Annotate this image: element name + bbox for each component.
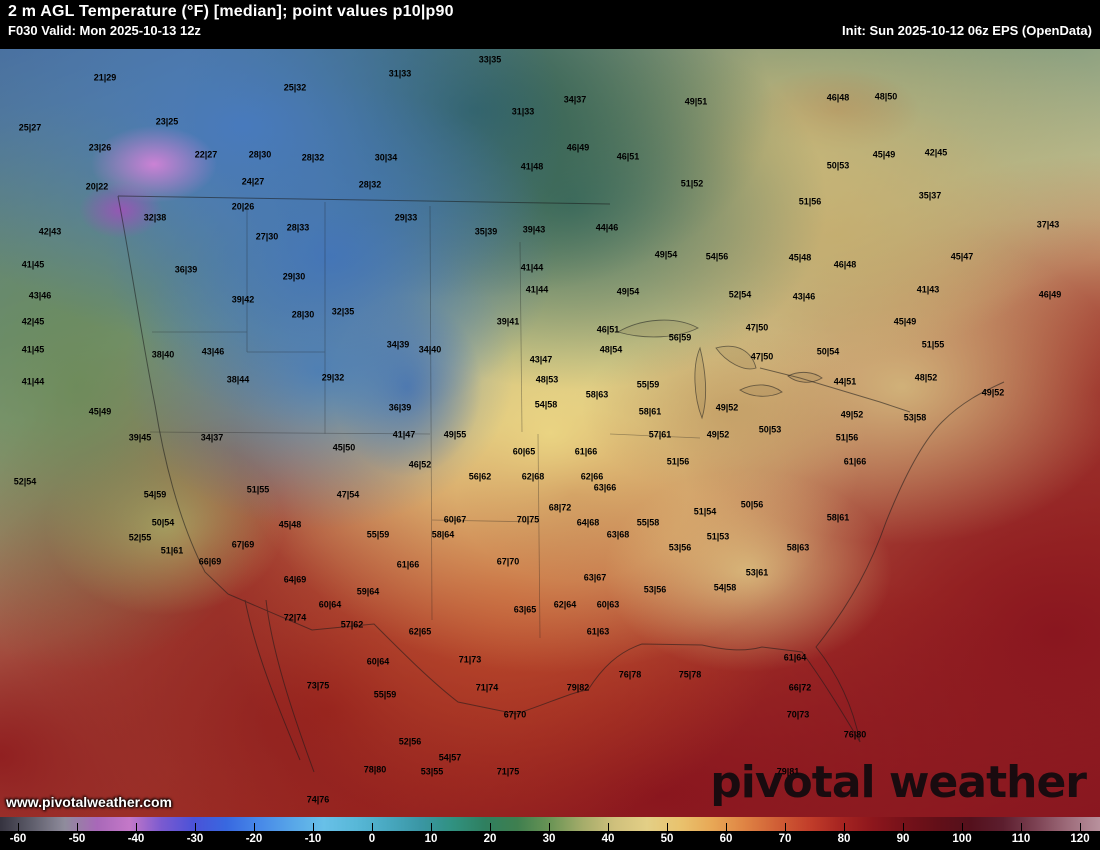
colorbar-labels: -60 -50 -40 -30 -20 -10 0 10 20 30 40 50 60 70 80 90 100… xyxy=(0,831,1100,850)
colorbar-tick-label: 100 xyxy=(952,833,971,845)
colorbar-tick-label: 120 xyxy=(1070,833,1089,845)
colorbar-tick xyxy=(195,823,196,831)
colorbar-tick xyxy=(372,823,373,831)
website-watermark: www.pivotalweather.com xyxy=(6,794,172,810)
colorbar-tick-label: 80 xyxy=(838,833,851,845)
header-bar: 2 m AGL Temperature (°F) [median]; point… xyxy=(0,0,1100,48)
colorbar-tick xyxy=(667,823,668,831)
colorbar-tick xyxy=(18,823,19,831)
colorbar-tick xyxy=(136,823,137,831)
colorbar-tick-label: 70 xyxy=(779,833,792,845)
colorbar-tick xyxy=(77,823,78,831)
colorbar-tick xyxy=(844,823,845,831)
colorbar-tick xyxy=(903,823,904,831)
colorbar-tick xyxy=(431,823,432,831)
colorbar-tick xyxy=(490,823,491,831)
pivotal-weather-logo: pivotal weather xyxy=(710,757,1086,808)
init-time-label: Init: Sun 2025-10-12 06z EPS (OpenData) xyxy=(842,23,1092,38)
colorbar-tick xyxy=(1080,823,1081,831)
colorbar-tick-label: 0 xyxy=(369,833,375,845)
colorbar-tick-label: 110 xyxy=(1012,833,1031,845)
temperature-colorbar: -60 -50 -40 -30 -20 -10 0 10 20 30 40 50 60 70 80 90 100… xyxy=(0,817,1100,850)
colorbar-tick xyxy=(726,823,727,831)
colorbar-gradient xyxy=(0,817,1100,831)
colorbar-tick-label: 60 xyxy=(720,833,733,845)
colorbar-tick xyxy=(962,823,963,831)
valid-time-label: F030 Valid: Mon 2025-10-13 12z xyxy=(8,23,201,38)
header-subbar: F030 Valid: Mon 2025-10-13 12z Init: Sun… xyxy=(0,21,1100,38)
colorbar-tick xyxy=(608,823,609,831)
colorbar-tick-label: -40 xyxy=(128,833,145,845)
colorbar-tick-label: -10 xyxy=(305,833,322,845)
temperature-map[interactable] xyxy=(0,48,1100,817)
colorbar-tick-label: 90 xyxy=(897,833,910,845)
colorbar-tick-label: 40 xyxy=(602,833,615,845)
weather-map-page: 2 m AGL Temperature (°F) [median]; point… xyxy=(0,0,1100,850)
colorbar-tick-label: 20 xyxy=(484,833,497,845)
colorbar-tick xyxy=(785,823,786,831)
colorbar-tick xyxy=(254,823,255,831)
colorbar-tick-label: 30 xyxy=(543,833,556,845)
colorbar-tick-label: -30 xyxy=(187,833,204,845)
colorbar-tick-label: -50 xyxy=(69,833,86,845)
colorbar-tick-label: -20 xyxy=(246,833,263,845)
colorbar-tick xyxy=(549,823,550,831)
colorbar-tick-label: 10 xyxy=(425,833,438,845)
colorbar-tick xyxy=(1021,823,1022,831)
colorbar-tick-label: -60 xyxy=(10,833,27,845)
colorbar-tick-label: 50 xyxy=(661,833,674,845)
colorbar-tick xyxy=(313,823,314,831)
page-title: 2 m AGL Temperature (°F) [median]; point… xyxy=(0,0,1100,21)
